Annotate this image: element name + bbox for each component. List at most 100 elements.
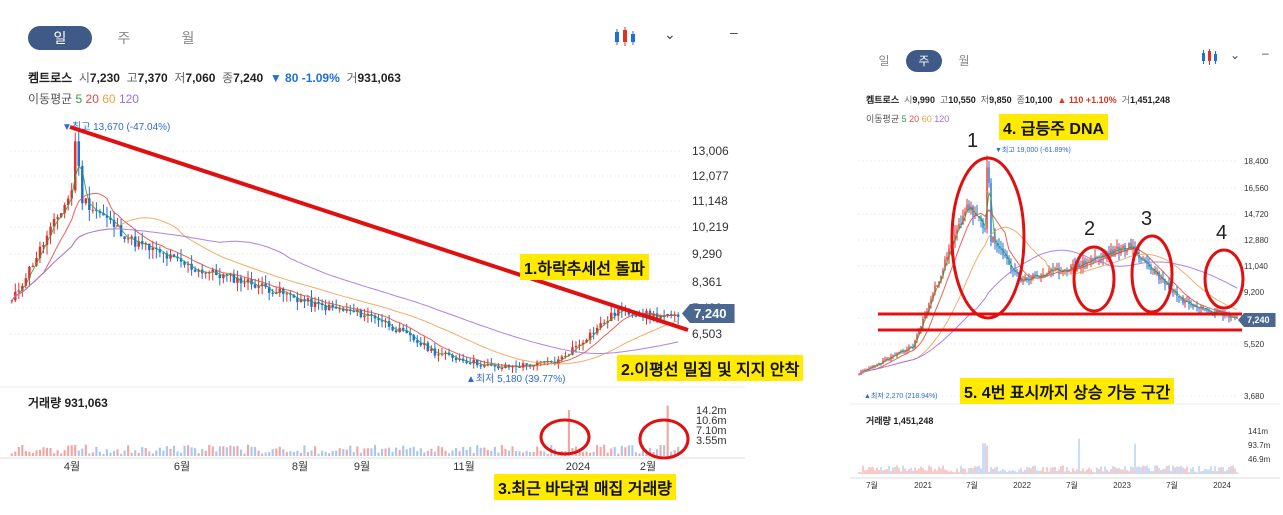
volume-bar <box>860 472 862 474</box>
volume-bar <box>518 451 521 456</box>
candle-body <box>1084 260 1086 265</box>
candle-body <box>45 235 49 245</box>
volume-bar <box>158 447 161 456</box>
volume-bar <box>483 447 486 456</box>
candle-body <box>984 228 986 230</box>
volume-bar <box>398 449 401 456</box>
volume-bar <box>500 445 503 456</box>
circle-number-4: 4 <box>1216 222 1228 244</box>
right-x-tick: 7월 <box>1066 480 1078 490</box>
volume-bar <box>677 446 680 456</box>
right-tab-day[interactable]: 일 <box>878 54 890 68</box>
volume-bar <box>1198 466 1200 474</box>
volume-bar <box>218 446 221 456</box>
volume-bar <box>1194 471 1196 474</box>
volume-bar <box>886 469 888 474</box>
right-price-chart: 18,40016,56014,72012,88011,0409,2007,360… <box>850 145 1280 490</box>
volume-bar <box>638 453 641 456</box>
candle-body <box>225 274 229 276</box>
left-chevron-down-icon[interactable]: ⌄ <box>664 26 676 42</box>
right-x-tick: 7월 <box>1166 480 1178 490</box>
volume-bar <box>17 446 20 456</box>
right-candle-type-icon[interactable] <box>1200 48 1220 66</box>
candle-body <box>1150 266 1152 270</box>
left-tab-month[interactable]: 월 <box>181 30 195 46</box>
volume-bar <box>63 450 66 456</box>
volume-bar <box>1042 467 1044 474</box>
candle-body <box>1048 270 1050 274</box>
volume-bar <box>162 450 165 456</box>
candle-body <box>1050 269 1052 271</box>
volume-bar <box>141 447 144 456</box>
left-close-label: 종 <box>222 71 234 85</box>
right-low-label: 저 <box>980 95 990 105</box>
annotation-1: 1.하락추세선 돌파 <box>520 254 649 280</box>
volume-bar <box>543 451 546 456</box>
volume-bar <box>1072 468 1074 474</box>
candle-body <box>588 332 592 340</box>
volume-bar <box>1022 471 1024 474</box>
left-candle-type-icon[interactable] <box>612 26 638 48</box>
volume-bar <box>627 445 630 456</box>
left-ma-legend: 이동평균 5 20 60 120 <box>28 90 139 107</box>
volume-bar <box>504 448 507 456</box>
left-price-tick: 8,361 <box>692 275 722 289</box>
volume-bar <box>1096 467 1098 474</box>
right-ma-label: 이동평균 <box>866 114 900 124</box>
left-x-tick: 9월 <box>354 460 370 473</box>
volume-bar <box>1090 469 1092 474</box>
volume-bar <box>1180 465 1182 474</box>
volume-bar <box>356 446 359 456</box>
volume-bar <box>1048 471 1050 474</box>
volume-bar <box>38 449 42 456</box>
candle-body <box>539 361 542 363</box>
volume-bar <box>95 446 98 456</box>
volume-bar <box>349 445 352 456</box>
candle-body <box>998 246 1000 249</box>
left-volume-tick: 7.10m <box>696 425 727 437</box>
candle-body <box>564 355 567 357</box>
candle-body <box>1204 309 1206 311</box>
candle-body <box>968 204 970 211</box>
right-ma-legend: 이동평균 5 20 60 120 <box>866 112 949 125</box>
right-minimize-icon[interactable]: – <box>1262 46 1269 60</box>
volume-bar <box>525 450 528 456</box>
candle-body <box>183 261 186 265</box>
volume-bar <box>634 452 637 456</box>
candle-body <box>1078 263 1080 268</box>
left-tab-week[interactable]: 주 <box>117 30 131 46</box>
left-minimize-icon[interactable]: – <box>730 24 738 40</box>
volume-bar <box>10 453 13 456</box>
right-max-marker: ▼최고 19,000 (-61.89%) <box>995 145 1071 154</box>
volume-bar <box>1184 468 1186 474</box>
left-ma-20: 20 <box>85 92 99 106</box>
volume-bar <box>1228 466 1230 474</box>
candle-body <box>1026 277 1028 280</box>
volume-bar <box>42 447 45 456</box>
candle-body <box>257 285 260 288</box>
volume-bar <box>882 470 884 474</box>
right-low: 9,850 <box>989 95 1012 105</box>
candle-body <box>962 216 964 224</box>
candle-body <box>419 342 423 346</box>
volume-bar <box>261 453 264 456</box>
volume-bar <box>617 453 620 456</box>
volume-bar <box>880 467 882 474</box>
candle-body <box>317 301 320 304</box>
volume-bar <box>225 447 228 456</box>
candle-body <box>1228 315 1230 318</box>
volume-bar <box>862 465 864 474</box>
right-tab-week[interactable]: 주 <box>906 50 942 72</box>
right-tab-month[interactable]: 월 <box>958 54 970 68</box>
candle-body <box>10 300 13 302</box>
volume-bar <box>134 450 137 456</box>
volume-bar <box>239 449 243 456</box>
candle-body <box>59 213 63 218</box>
right-chevron-down-icon[interactable]: ⌄ <box>1230 48 1241 62</box>
volume-bar <box>1178 466 1180 474</box>
left-tab-day[interactable]: 일 <box>28 26 92 50</box>
volume-bar <box>1234 468 1236 474</box>
volume-bar <box>179 452 183 456</box>
circle-number-3: 3 <box>1141 208 1153 230</box>
volume-bar <box>1222 467 1224 474</box>
